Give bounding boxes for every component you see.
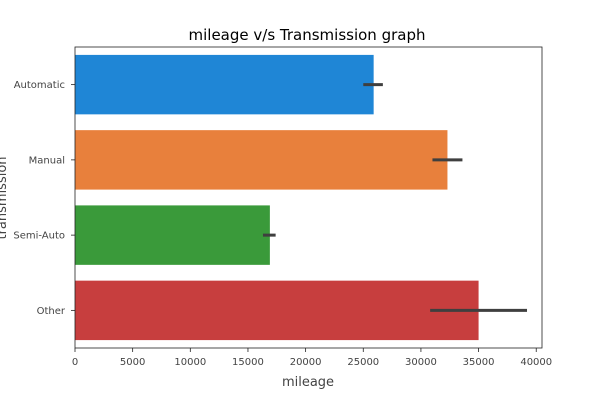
x-tick-label: 15000	[232, 357, 264, 368]
y-tick-label: Manual	[29, 155, 65, 166]
bars-layer	[75, 54, 479, 341]
bar-other	[75, 280, 479, 341]
bar-semi-auto	[75, 205, 270, 265]
x-tick-label: 40000	[520, 357, 552, 368]
y-tick-label: Automatic	[14, 80, 65, 91]
x-tick-label: 5000	[120, 357, 145, 368]
y-tick-label: Other	[37, 306, 66, 317]
bar-manual	[75, 130, 448, 190]
x-ticks-layer: 0 5000 10000 15000 20000 25000 30000 35000 40000	[72, 348, 552, 368]
x-tick-label: 10000	[174, 357, 206, 368]
x-tick-label: 0	[72, 357, 78, 368]
x-axis-label: mileage	[282, 375, 334, 390]
x-tick-label: 20000	[290, 357, 322, 368]
x-tick-label: 35000	[463, 357, 495, 368]
bar-automatic	[75, 54, 374, 115]
chart-title: mileage v/s Transmission graph	[189, 26, 426, 44]
plot-frame	[74, 46, 543, 349]
x-tick-label: 30000	[405, 357, 437, 368]
y-ticks-layer: Automatic Manual Semi-Auto Other	[13, 80, 75, 317]
y-axis-label: transmission	[0, 156, 10, 239]
y-tick-label: Semi-Auto	[13, 231, 65, 242]
errorbars-layer	[262, 83, 528, 312]
x-tick-label: 25000	[347, 357, 379, 368]
